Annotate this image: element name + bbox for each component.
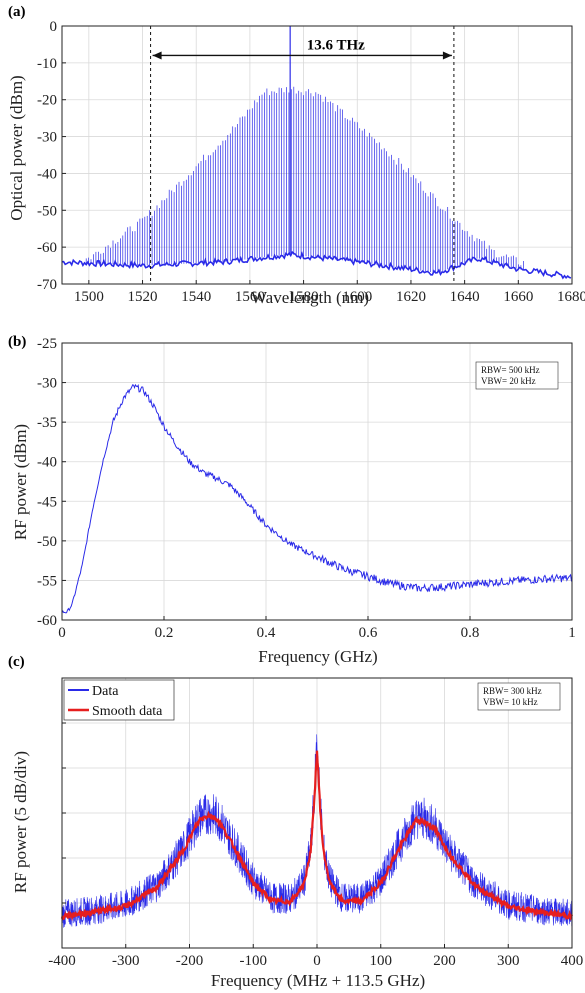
x-tick-label: 1500 <box>74 289 104 305</box>
smooth-data-trace <box>60 750 574 922</box>
panel-a-spectrum <box>61 26 572 280</box>
panel-c-label: (c) <box>8 654 25 670</box>
x-tick-label: 0 <box>313 953 321 969</box>
x-tick-label: 1640 <box>450 289 480 305</box>
panel-c-vbw: VBW= 10 kHz <box>483 697 538 707</box>
legend-box <box>63 679 175 721</box>
panel-a-frame <box>61 25 573 285</box>
panel-b-spectrum <box>61 383 572 614</box>
y-tick-label: -30 <box>37 130 57 146</box>
panel-b-rbw-box <box>475 361 559 390</box>
panel-a-x-ticks: 1500 1520 1540 1560 1580 1600 1620 1640 1660 1680 <box>74 280 585 305</box>
y-tick-label: -60 <box>37 240 57 256</box>
x-tick-label: -300 <box>112 953 140 969</box>
x-tick-label: 1660 <box>503 289 533 305</box>
panel-c-y-label: RF power (5 dB/div) <box>11 751 30 893</box>
y-tick-label: -25 <box>37 336 57 352</box>
panel-c-rbw-box <box>477 682 561 711</box>
panel-b-y-label: RF power (dBm) <box>11 424 30 540</box>
panel-b-rbw: RBW= 500 kHz <box>481 365 540 375</box>
y-tick-label: -45 <box>37 494 57 510</box>
x-tick-label: 1620 <box>396 289 426 305</box>
x-tick-label: 1560 <box>235 289 265 305</box>
bandwidth-arrow-left <box>152 51 162 60</box>
panel-a-label: (a) <box>8 4 26 20</box>
y-tick-label: -20 <box>37 93 57 109</box>
legend-data-label: Data <box>92 684 119 699</box>
x-tick-label: 1 <box>568 625 576 641</box>
x-tick-label: 100 <box>370 953 393 969</box>
y-tick-label: -40 <box>37 455 57 471</box>
y-tick-label: -60 <box>37 613 57 629</box>
y-tick-label: -70 <box>37 277 57 293</box>
panel-c-rbw: RBW= 300 kHz <box>483 686 542 696</box>
x-tick-label: 1600 <box>342 289 372 305</box>
panel-a-chart: 13.6 THz 1500 1520 1540 1560 1580 1600 1620 164… <box>7 19 585 307</box>
panel-b-vbw: VBW= 20 kHz <box>481 376 536 386</box>
panel-c-legend: Data Smooth data <box>63 679 175 721</box>
x-tick-label: -400 <box>48 953 76 969</box>
x-tick-label: 0 <box>58 625 66 641</box>
panel-a-bandwidth-annotation: 13.6 THz <box>150 26 455 284</box>
panel-b-frame <box>61 342 573 621</box>
comb-lines <box>85 86 524 273</box>
panel-b-chart: RBW= 500 kHz VBW= 20 kHz 0 0.2 0.4 0.6 0.8 1 … <box>11 336 576 666</box>
y-tick-label: -50 <box>37 203 57 219</box>
panel-a-y-label: Optical power (dBm) <box>7 75 26 220</box>
panel-a-x-label: Wavelength (nm) <box>251 288 369 307</box>
data-trace <box>61 734 573 928</box>
panel-a-grid <box>62 25 573 285</box>
y-tick-label: -55 <box>37 573 57 589</box>
x-tick-label: 0.4 <box>257 625 276 641</box>
panel-b-y-ticks: -25 -30 -35 -40 -45 -50 -55 -60 <box>37 336 66 629</box>
panel-c-y-ticks <box>62 677 66 949</box>
y-tick-label: -50 <box>37 534 57 550</box>
panel-c-x-label: Frequency (MHz + 113.5 GHz) <box>211 971 425 990</box>
x-tick-label: 1520 <box>128 289 158 305</box>
panel-c-spectrum <box>60 734 574 928</box>
x-tick-label: -100 <box>240 953 268 969</box>
x-tick-label: 0.8 <box>461 625 480 641</box>
x-tick-label: 0.2 <box>155 625 174 641</box>
noise-floor-trace <box>61 250 572 280</box>
panel-c-chart: RBW= 300 kHz VBW= 10 kHz Data Smooth dat… <box>11 677 583 990</box>
x-tick-label: 200 <box>433 953 456 969</box>
panel-b-x-label: Frequency (GHz) <box>258 647 377 666</box>
x-tick-label: 1540 <box>181 289 211 305</box>
x-tick-label: 1580 <box>289 289 319 305</box>
bandwidth-arrow-right <box>442 51 452 60</box>
panel-b-label: (b) <box>8 334 26 350</box>
y-tick-label: 0 <box>50 19 58 35</box>
rf-spectrum-trace <box>61 383 572 614</box>
x-tick-label: 400 <box>561 953 584 969</box>
panel-a-y-ticks: 0 -10 -20 -30 -40 -50 -60 -70 <box>37 19 66 293</box>
y-tick-label: -30 <box>37 376 57 392</box>
legend-smooth-label: Smooth data <box>92 704 163 719</box>
panel-b-x-ticks: 0 0.2 0.4 0.6 0.8 1 <box>58 616 576 641</box>
y-tick-label: -10 <box>37 56 57 72</box>
panel-c-x-ticks: -400 -300 -200 -100 0 100 200 300 400 <box>48 944 583 969</box>
x-tick-label: 0.6 <box>359 625 378 641</box>
y-tick-label: -35 <box>37 415 57 431</box>
x-tick-label: 300 <box>497 953 520 969</box>
y-tick-label: -40 <box>37 166 57 182</box>
x-tick-label: -200 <box>176 953 204 969</box>
x-tick-label: 1680 <box>557 289 585 305</box>
bandwidth-label: 13.6 THz <box>307 37 365 53</box>
